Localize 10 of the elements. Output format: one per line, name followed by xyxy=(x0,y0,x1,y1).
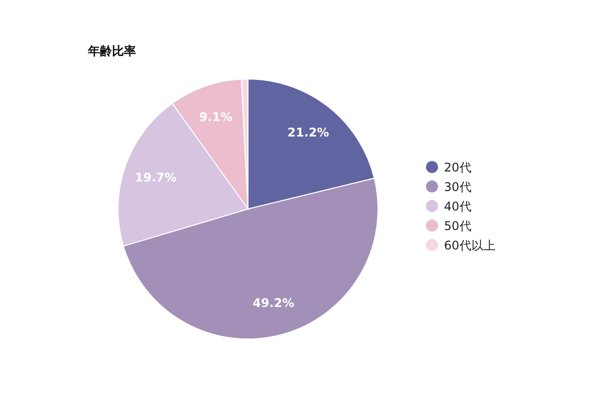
legend-label: 30代 xyxy=(444,180,472,194)
legend-label: 60代以上 xyxy=(444,238,496,252)
data-label: 9.1% xyxy=(199,110,232,124)
legend-label: 40代 xyxy=(444,200,472,214)
chart-title: 年齢比率 xyxy=(87,44,136,58)
data-label: 19.7% xyxy=(134,170,177,184)
legend-label: 20代 xyxy=(444,160,472,174)
legend-label: 50代 xyxy=(444,219,472,233)
data-label: 49.2% xyxy=(252,296,294,310)
data-label: 21.2% xyxy=(287,125,330,140)
